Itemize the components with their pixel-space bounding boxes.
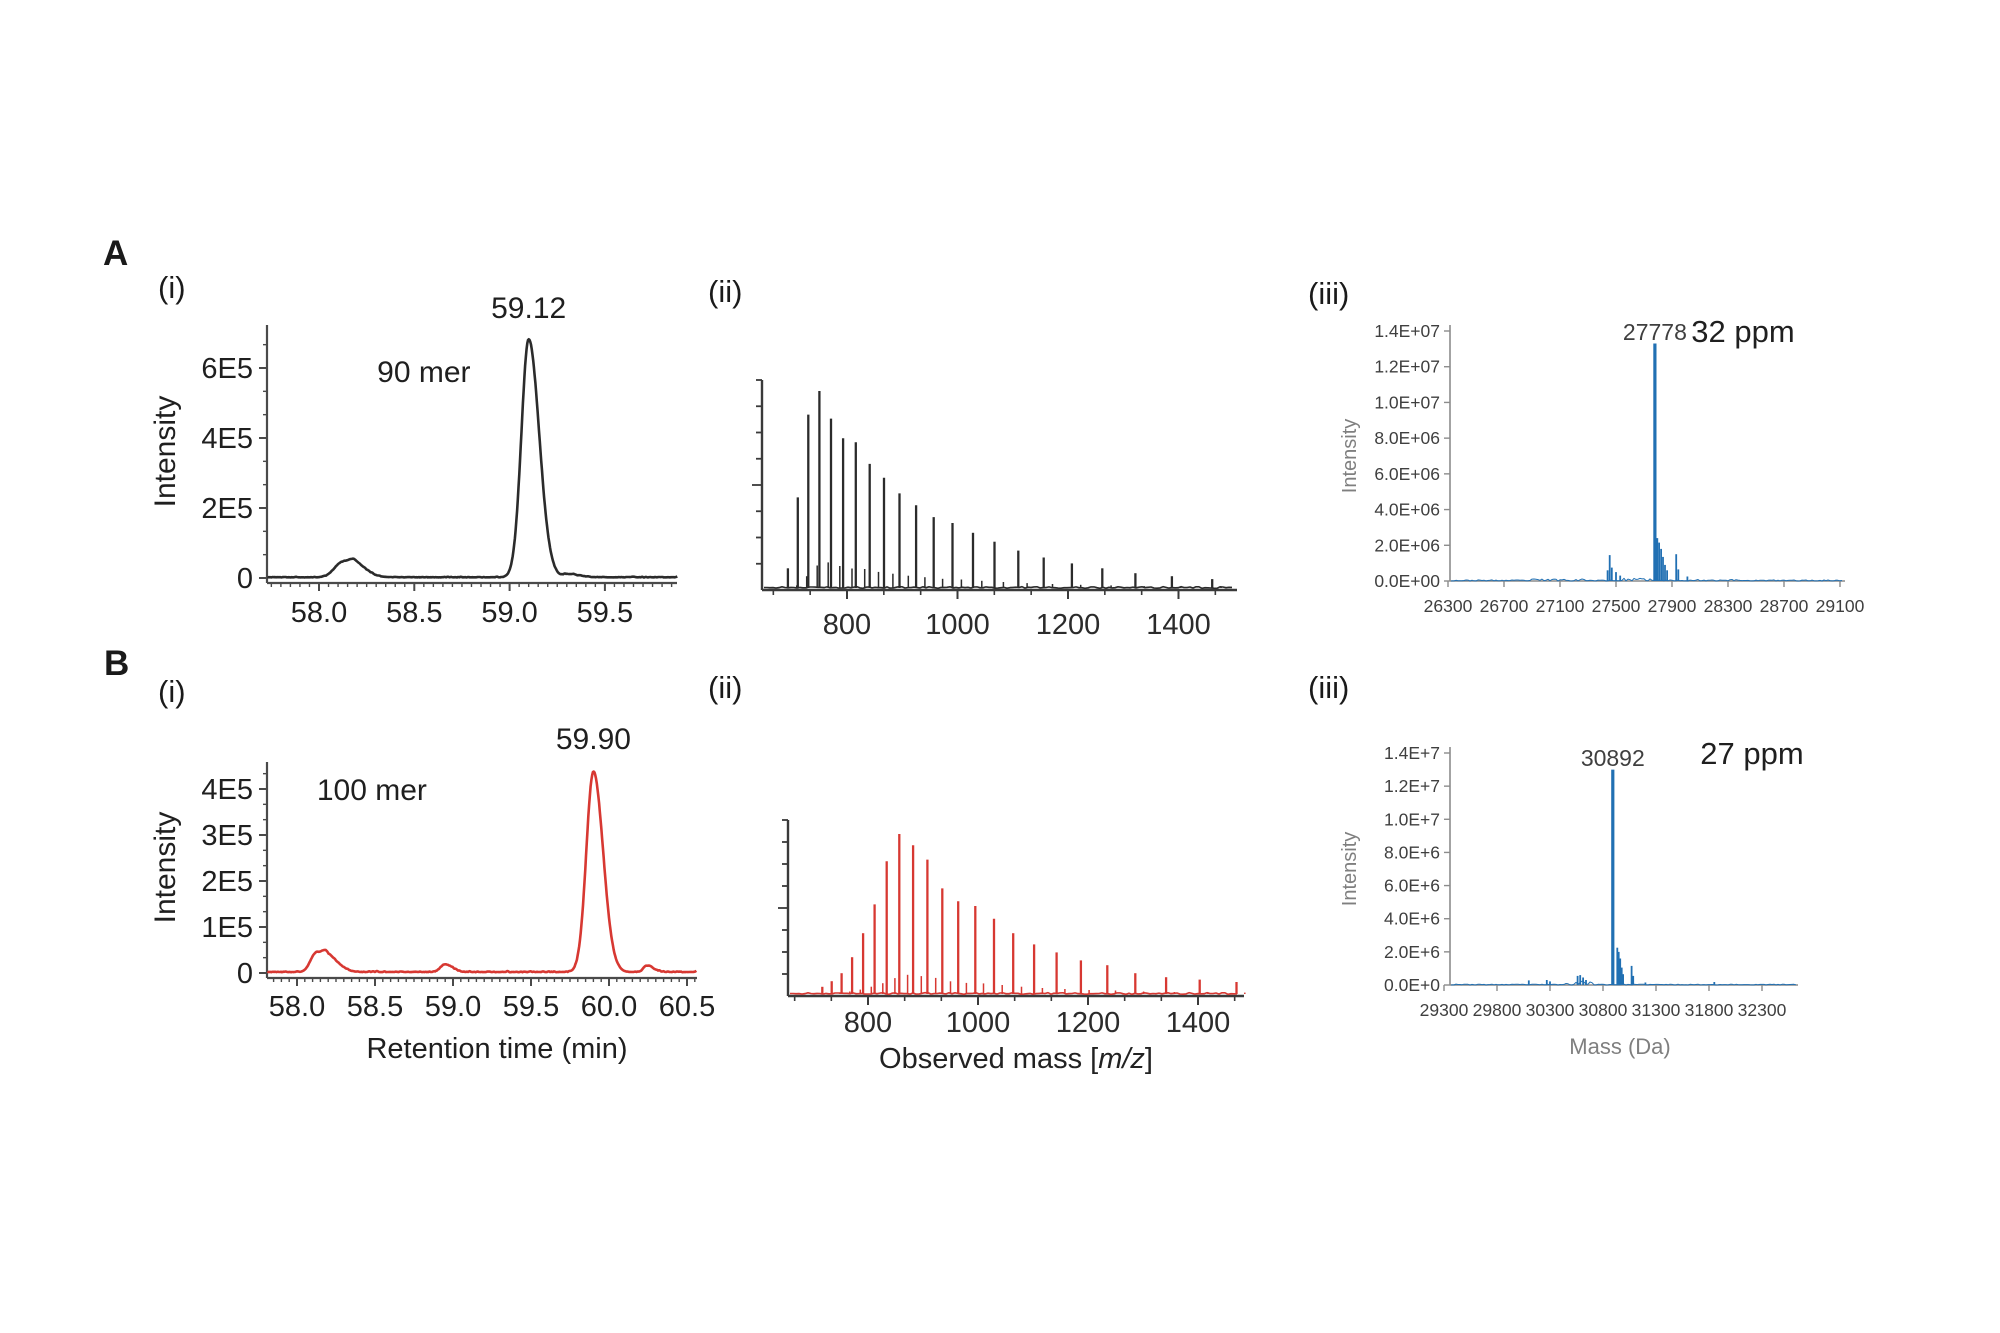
peak-retention-label: 59.12	[491, 292, 566, 325]
x-tick-label: 26700	[1480, 596, 1529, 616]
baseline-trace	[764, 585, 1233, 590]
y-axis-title: Intensity	[149, 812, 182, 924]
mass-spectrum-100mer-chart: 800 1000 1200 1400 Observed mass [m/z]	[778, 819, 1246, 1075]
chromatogram-90mer-chart: 0 2E5 4E5 6E5 58.0 58.5 59.0 59.5 Intensity 59.12…	[149, 292, 678, 629]
chromatogram-100mer-chart: 0 1E5 2E5 3E5 4E5 58.0 58.5 59.0 59.5 60.0 60.5 Int…	[149, 723, 715, 1065]
x-tick-label: 30300	[1526, 1000, 1575, 1020]
x-tick-label: 32300	[1738, 1000, 1787, 1020]
y-tick-label: 1.0E+07	[1374, 392, 1440, 412]
x-tick-label: 58.0	[269, 991, 325, 1023]
y-tick-label: 4.0E+06	[1374, 500, 1440, 520]
y-tick-label: 2.0E+06	[1374, 535, 1440, 555]
y-tick-label: 6E5	[201, 353, 253, 385]
x-tick-label: 58.5	[347, 991, 403, 1023]
y-tick-label: 1.0E+7	[1384, 809, 1440, 829]
x-tick-label: 28300	[1704, 596, 1753, 616]
x-tick-label: 27100	[1536, 596, 1585, 616]
x-tick-label: 26300	[1424, 596, 1473, 616]
y-tick-label: 1.2E+07	[1374, 357, 1440, 377]
x-tick-label: 1400	[1146, 609, 1211, 641]
x-tick-label: 800	[844, 1007, 892, 1039]
x-tick-label: 1400	[1166, 1007, 1231, 1039]
noise-baseline	[1450, 577, 1843, 582]
x-axis-title: Retention time (min)	[366, 1033, 627, 1065]
deconvoluted-90mer-chart: 1.4E+07 1.2E+07 1.0E+07 8.0E+06 6.0E+06 4.0E+…	[1339, 314, 1865, 616]
y-tick-label: 4E5	[201, 774, 253, 806]
y-tick-label: 2E5	[201, 493, 253, 525]
x-axis-title: Mass (Da)	[1569, 1034, 1670, 1059]
oligo-length-label: 90 mer	[377, 356, 470, 389]
x-tick-label: 60.5	[659, 991, 715, 1023]
x-tick-label: 800	[823, 609, 871, 641]
y-tick-label: 3E5	[201, 820, 253, 852]
y-tick-label: 0.0E+00	[1374, 571, 1440, 591]
ppm-annotation: 32 ppm	[1691, 314, 1794, 349]
y-tick-label: 1.4E+07	[1374, 321, 1440, 341]
x-tick-label: 1200	[1036, 609, 1101, 641]
x-tick-label: 29300	[1420, 1000, 1469, 1020]
oligo-length-label: 100 mer	[317, 774, 427, 807]
x-axis-title: Observed mass [m/z]	[879, 1043, 1153, 1075]
x-tick-label: 58.0	[291, 597, 347, 629]
y-tick-label: 8.0E+06	[1374, 428, 1440, 448]
y-tick-label: 1.2E+7	[1384, 776, 1440, 796]
x-tick-label: 58.5	[386, 597, 442, 629]
x-tick-label: 59.5	[577, 597, 633, 629]
panel-a-label: A	[103, 234, 129, 273]
y-tick-label: 6.0E+6	[1384, 876, 1440, 896]
x-tick-label: 59.0	[481, 597, 537, 629]
y-tick-label: 2E5	[201, 866, 253, 898]
mass-spectrum-90mer-chart: 800 1000 1200 1400	[752, 379, 1237, 641]
x-tick-label: 27900	[1648, 596, 1697, 616]
y-tick-label: 8.0E+6	[1384, 842, 1440, 862]
deconvoluted-100mer-chart: 1.4E+7 1.2E+7 1.0E+7 8.0E+6 6.0E+6 4.0E+6 2.0E…	[1339, 736, 1804, 1059]
panel-b-label: B	[104, 644, 130, 683]
y-tick-label: 4.0E+6	[1384, 909, 1440, 929]
x-tick-label: 1000	[946, 1007, 1011, 1039]
mass-value-label: 30892	[1581, 745, 1645, 771]
y-tick-label: 0	[237, 958, 253, 990]
y-axis-title: Intensity	[149, 396, 182, 508]
peak-retention-label: 59.90	[556, 723, 631, 756]
ppm-annotation: 27 ppm	[1700, 736, 1803, 771]
y-tick-label: 4E5	[201, 423, 253, 455]
y-tick-label: 1E5	[201, 912, 253, 944]
panel-a-sub-i: (i)	[158, 270, 186, 305]
y-tick-label: 0.0E+0	[1384, 975, 1440, 995]
x-tick-label: 27500	[1592, 596, 1641, 616]
chromatogram-trace	[267, 338, 678, 579]
x-tick-label: 31800	[1685, 1000, 1734, 1020]
panel-b-sub-ii: (ii)	[708, 670, 743, 705]
panel-a-sub-ii: (ii)	[708, 274, 743, 309]
y-axis-title: Intensity	[1339, 832, 1361, 906]
x-tick-label: 60.0	[581, 991, 637, 1023]
y-tick-label: 6.0E+06	[1374, 464, 1440, 484]
x-tick-label: 31300	[1632, 1000, 1681, 1020]
panel-a-sub-iii: (iii)	[1308, 276, 1350, 311]
y-axis-title: Intensity	[1339, 419, 1361, 493]
x-tick-label: 1000	[925, 609, 990, 641]
x-tick-label: 1200	[1056, 1007, 1121, 1039]
y-tick-label: 1.4E+7	[1384, 743, 1440, 763]
x-tick-label: 29800	[1473, 1000, 1522, 1020]
panel-b-sub-i: (i)	[158, 674, 186, 709]
x-tick-label: 59.5	[503, 991, 559, 1023]
y-tick-label: 2.0E+6	[1384, 942, 1440, 962]
mass-value-label: 27778	[1623, 319, 1687, 345]
x-tick-label: 28700	[1760, 596, 1809, 616]
y-tick-label: 0	[237, 563, 253, 595]
x-tick-label: 30800	[1579, 1000, 1628, 1020]
x-tick-label: 59.0	[425, 991, 481, 1023]
chromatogram-trace	[266, 770, 698, 974]
panel-b-sub-iii: (iii)	[1308, 670, 1350, 705]
x-tick-label: 29100	[1816, 596, 1865, 616]
